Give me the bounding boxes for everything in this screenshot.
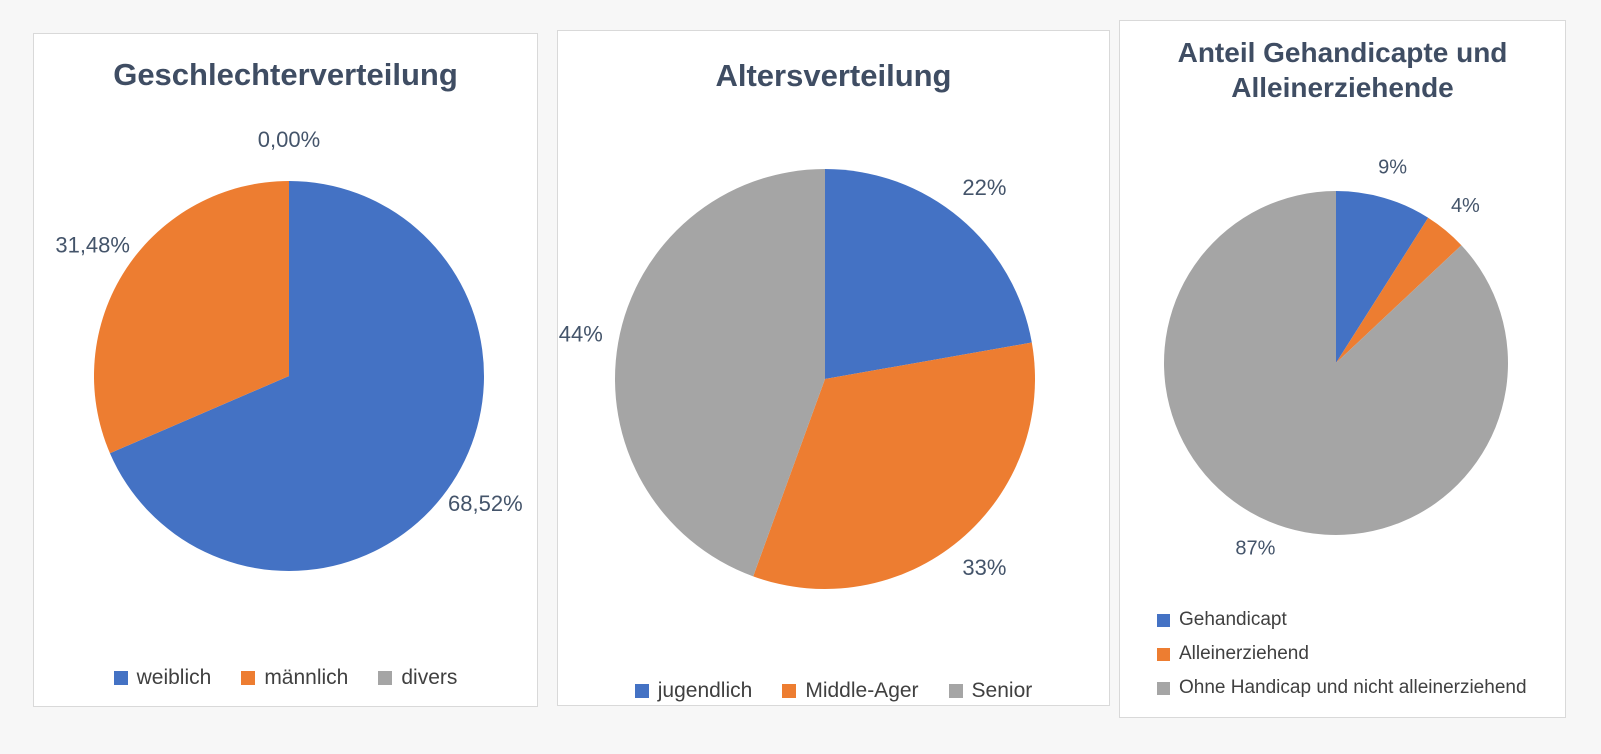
legend-label: divers (401, 666, 458, 689)
legend-marker-icon (1157, 647, 1170, 661)
data-label-alleinerziehend: 4% (1451, 195, 1480, 217)
legend-marker-icon (782, 684, 797, 698)
legend-marker-icon (241, 671, 256, 685)
pie-chart-age: 22% 33% 44% (559, 169, 1035, 590)
chart-panel-age-distribution: Altersverteilung 22% 33% 44% jugendlich Mid… (557, 30, 1110, 706)
legend-item-gehandicapt: Gehandicapt (1157, 609, 1527, 631)
legend-item-weiblich: weiblich (113, 666, 212, 690)
legend-item-männlich: männlich (241, 666, 348, 690)
legend-label: weiblich (136, 666, 212, 689)
legend-marker-icon (634, 684, 649, 698)
pie-slice-jugendlich (825, 169, 1032, 379)
legend-item-middle-ager: Middle-Ager (782, 679, 919, 703)
legend-marker-icon (1157, 613, 1170, 627)
legend-item-ohne-handicap-und-nicht-alleinerziehend: Ohne Handicap und nicht alleinerziehend (1157, 677, 1527, 699)
chart-panel-gender-distribution: Geschlechterverteilung 68,52% 31,48% 0,00%… (33, 33, 538, 707)
pie-slice-männlich (94, 181, 290, 454)
legend-label: Middle-Ager (805, 679, 919, 702)
chart-title-handicap: Anteil Gehandicapte und Alleinerziehende (1177, 37, 1508, 103)
legend-item-jugendlich: jugendlich (634, 679, 753, 703)
legend-marker-icon (113, 671, 128, 685)
legend-label: Senior (971, 679, 1033, 702)
legend-label: Alleinerziehend (1179, 643, 1309, 664)
legend-label: jugendlich (657, 679, 753, 702)
chart-title-age: Altersverteilung (715, 58, 952, 93)
chart-title-gender: Geschlechterverteilung (113, 57, 458, 92)
chart-panel-handicap-singleparent: Anteil Gehandicapte und Alleinerziehende… (1119, 20, 1566, 718)
legend-age: jugendlich Middle-Ager Senior (558, 679, 1109, 703)
legend-label: Ohne Handicap und nicht alleinerziehend (1179, 677, 1527, 698)
pie-chart-gender: 68,52% 31,48% 0,00% (55, 127, 523, 571)
data-label-jugendlich: 22% (962, 175, 1006, 200)
legend-gender: weiblich männlich divers (34, 666, 537, 690)
data-label-senior: 44% (559, 322, 603, 347)
data-label-ohne-handicap-und-nicht-alleinerziehend: 87% (1235, 538, 1275, 560)
legend-label: Gehandicapt (1179, 609, 1287, 630)
legend-item-senior: Senior (948, 679, 1033, 703)
legend-handicap: Gehandicapt Alleinerziehend Ohne Handicap … (1157, 609, 1527, 699)
pie-chart-handicap: 9% 4% 87% (1164, 156, 1508, 560)
data-label-divers: 0,00% (258, 127, 320, 152)
pie-slice-middle-ager (753, 342, 1035, 590)
legend-marker-icon (1157, 681, 1170, 695)
legend-item-alleinerziehend: Alleinerziehend (1157, 643, 1527, 665)
pie-slice-alleinerziehend (1336, 217, 1462, 363)
legend-label: männlich (264, 666, 349, 689)
data-label-männlich: 31,48% (55, 233, 130, 258)
legend-item-divers: divers (378, 666, 457, 690)
data-label-middle-ager: 33% (962, 555, 1006, 580)
data-label-weiblich: 68,52% (448, 491, 523, 516)
data-label-gehandicapt: 9% (1378, 156, 1407, 178)
legend-marker-icon (948, 684, 963, 698)
legend-marker-icon (378, 671, 393, 685)
pie-slice-gehandicapt (1336, 191, 1429, 363)
pie-slice-ohne-handicap-und-nicht-alleinerziehend (1164, 191, 1508, 535)
pie-slice-weiblich (109, 181, 484, 571)
pie-slice-senior (614, 169, 825, 577)
